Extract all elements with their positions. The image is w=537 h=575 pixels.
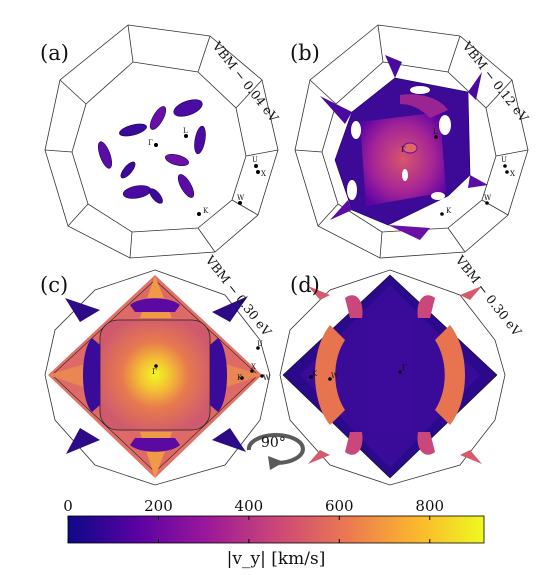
w-point [260,374,264,378]
colorbar-tick-label: 400 [235,497,264,515]
fermi-pockets [97,99,206,204]
x-label: X [251,363,256,371]
l-label: L [183,127,188,135]
w-point [238,201,242,205]
k-point [309,375,313,379]
panel-label: (c) [40,273,68,297]
colorbar-tick-label: 200 [144,497,173,515]
k-label: K [237,374,243,382]
k-point [240,376,244,380]
colorbar-ticks: 0 200 400 600 800 [63,497,444,543]
x-point [256,170,260,174]
gamma-label: Γ [148,139,153,147]
u-label: U [501,156,507,164]
colorbar-bar [67,515,485,544]
gamma-point [398,370,402,374]
brillouin-zone-wireframe [294,24,529,259]
colorbar: 0 200 400 600 800 |v_y| [km/s] [63,497,485,569]
brillouin-zone-wireframe [44,24,279,259]
w-point [328,377,332,381]
l-label: L [433,128,438,136]
w-point [485,201,489,205]
gamma-label: Γ [402,364,407,372]
u-label: U [257,340,263,348]
w-label: W [263,374,271,382]
colorbar-tick-label: 0 [63,497,73,515]
rotation-indicator: 90° [246,433,305,470]
x-label: X [261,170,266,178]
gamma-point [154,364,158,368]
u-point [256,346,260,350]
x-label: X [510,170,515,178]
w-label: W [331,372,339,380]
panel-c: Γ U X K W (c) VBM − 0.30 eV [40,252,275,486]
gamma-label: Γ [401,146,406,154]
colorbar-label: |v_y| [km/s] [227,549,326,569]
energy-annotation: VBM − 0.04 eV [209,38,282,126]
rotation-label: 90° [261,435,286,451]
fermi-surface [282,274,498,479]
panel-label: (b) [290,41,320,65]
panel-d: Γ K W (d) VBM − 0.30 eV [279,252,525,486]
rotation-arrow-icon [246,433,305,465]
x-point [505,170,509,174]
l-point [434,135,438,139]
panel-label: (a) [40,41,69,65]
u-label: U [252,156,258,164]
panel-label: (d) [290,273,320,297]
panel-a: Γ L U X K W (a) VBM − 0.04 eV [40,24,282,259]
energy-annotation: VBM − 0.12 eV [459,38,532,126]
w-label: W [484,194,492,202]
u-point [503,164,507,168]
k-point [197,212,201,216]
panel-b: Γ L U X K W (b) VBM − 0.12 eV [290,24,532,259]
k-point [440,212,444,216]
k-label: K [312,370,318,378]
k-label: K [203,207,209,215]
x-point [250,369,254,373]
colorbar-tick-label: 600 [325,497,354,515]
gamma-label: Γ [152,368,157,376]
k-label: K [446,207,452,215]
fermi-surface [48,275,262,478]
gamma-point [154,143,158,147]
l-point [184,134,188,138]
w-label: W [237,194,245,202]
u-point [254,164,258,168]
colorbar-tick-label: 800 [415,497,444,515]
fermi-surface [320,55,488,240]
